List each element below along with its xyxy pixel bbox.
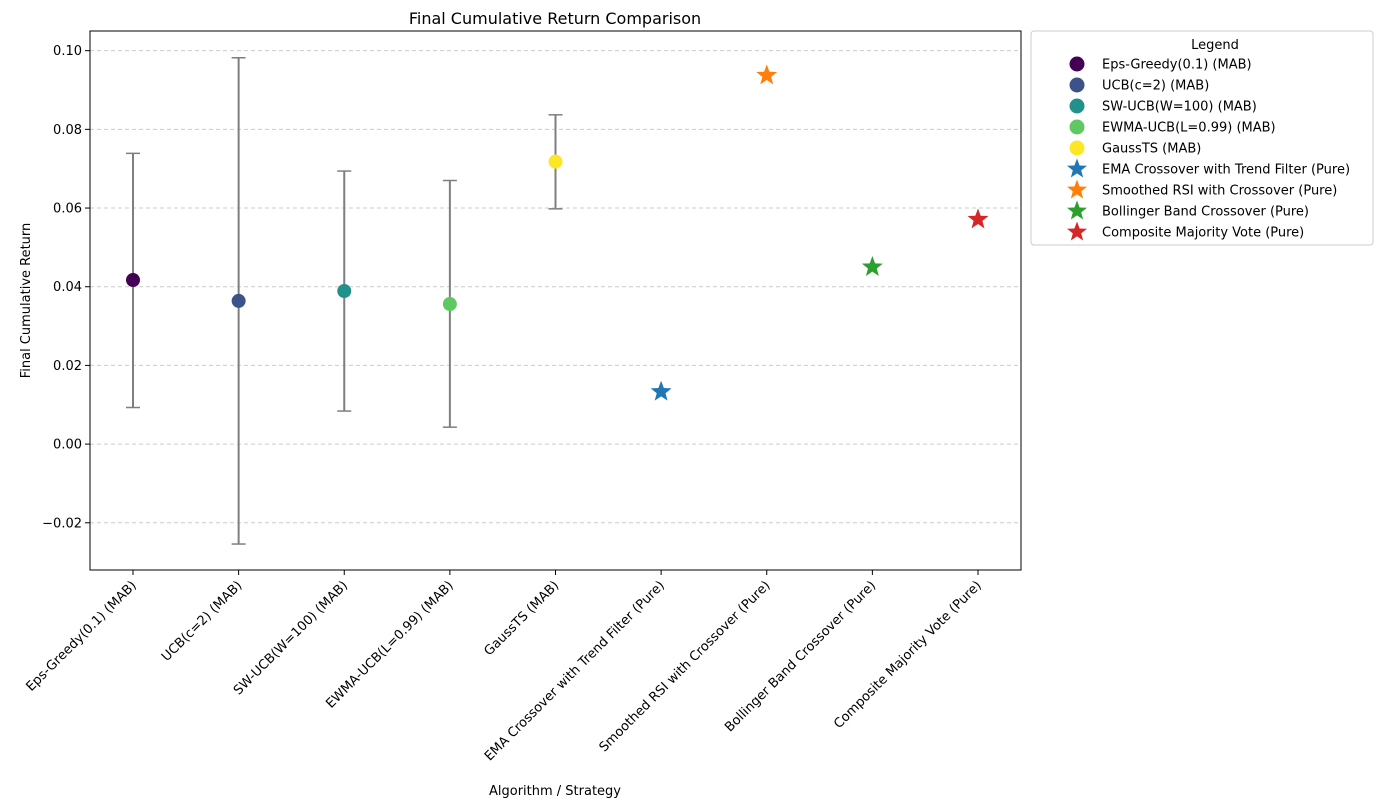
- x-tick-label: EMA Crossover with Trend Filter (Pure): [482, 578, 668, 764]
- legend-entry-label: SW-UCB(W=100) (MAB): [1102, 100, 1257, 115]
- legend-entry-label: Eps-Greedy(0.1) (MAB): [1102, 58, 1252, 73]
- x-axis: Eps-Greedy(0.1) (MAB) UCB(c=2) (MAB)SW-UC…: [23, 570, 985, 764]
- legend-entry-label: EMA Crossover with Trend Filter (Pure): [1102, 163, 1350, 178]
- chart-title: Final Cumulative Return Comparison: [409, 9, 701, 28]
- legend: Legend Eps-Greedy(0.1) (MAB) UCB(c=2) (MA…: [1030, 30, 1374, 246]
- legend-entry-label: EWMA-UCB(L=0.99) (MAB): [1102, 121, 1276, 136]
- data-point: [442, 297, 457, 312]
- y-tick-label: 0.04: [53, 280, 82, 295]
- legend-marker: [1069, 98, 1085, 114]
- data-point: [126, 273, 140, 288]
- legend-frame: [1030, 30, 1374, 246]
- x-tick-label: SW-UCB(W=100) (MAB): [231, 578, 351, 698]
- x-tick-label: Eps-Greedy(0.1) (MAB): [23, 578, 139, 694]
- legend-marker-star: [1067, 200, 1087, 220]
- data-point: [548, 154, 563, 169]
- legend-marker-star: [1067, 158, 1087, 178]
- y-tick-label: 0.08: [53, 123, 82, 138]
- y-tick-label: 0.02: [53, 359, 82, 374]
- legend-entry-label: Bollinger Band Crossover (Pure): [1102, 205, 1309, 220]
- data-point-star: [861, 256, 883, 276]
- x-tick-label: GaussTS (MAB): [481, 578, 562, 659]
- data-point-star: [650, 380, 672, 401]
- legend-marker-star: [1067, 179, 1087, 199]
- errorbar-layer: [126, 57, 563, 545]
- data-point-star: [967, 208, 989, 229]
- data-point: [337, 284, 352, 299]
- legend-marker: [1069, 56, 1085, 72]
- data-point-star: [756, 64, 778, 85]
- legend-marker-star: [1067, 221, 1087, 241]
- y-axis: −0.02 0.00 0.02 0.04 0.06 0.08 0.10: [42, 44, 90, 531]
- legend-entry-label: Composite Majority Vote (Pure): [1102, 226, 1304, 241]
- y-axis-title: Final Cumulative Return: [19, 223, 34, 379]
- x-tick-label: Smoothed RSI with Crossover (Pure): [597, 578, 774, 755]
- x-tick-label: UCB(c=2) (MAB): [159, 578, 245, 664]
- legend-entry-label: UCB(c=2) (MAB): [1102, 79, 1209, 94]
- legend-entry-label: Smoothed RSI with Crossover (Pure): [1102, 184, 1337, 199]
- legend-marker: [1069, 140, 1085, 156]
- y-tick-label: −0.02: [42, 516, 82, 531]
- y-tick-label: 0.10: [53, 44, 82, 59]
- y-tick-label: 0.00: [53, 438, 82, 453]
- legend-items: Eps-Greedy(0.1) (MAB) UCB(c=2) (MAB) SW-UC…: [1067, 56, 1350, 241]
- marker-layer: [126, 64, 989, 401]
- y-tick-label: 0.06: [53, 202, 82, 217]
- legend-entry-label: GaussTS (MAB): [1102, 142, 1201, 157]
- x-axis-title: Algorithm / Strategy: [489, 784, 621, 799]
- legend-marker: [1069, 77, 1085, 93]
- legend-marker: [1069, 119, 1085, 135]
- data-point: [231, 293, 246, 308]
- legend-title: Legend: [1191, 38, 1239, 53]
- x-tick-label: EWMA-UCB(L=0.99) (MAB): [323, 578, 456, 711]
- plot-frame: [89, 30, 1022, 571]
